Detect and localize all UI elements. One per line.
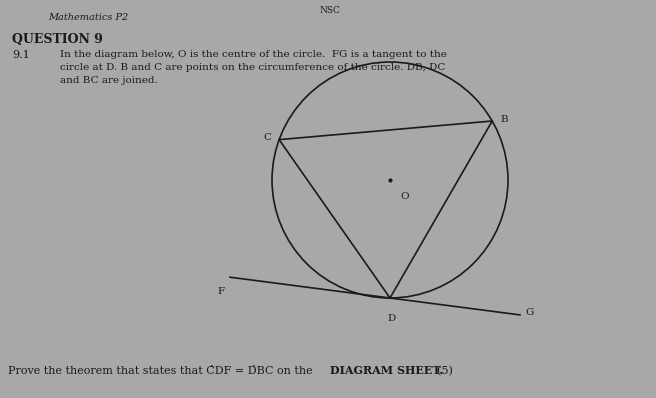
Text: Mathematics P2: Mathematics P2	[48, 13, 129, 22]
Text: O: O	[400, 192, 409, 201]
Text: B: B	[500, 115, 508, 123]
Text: C: C	[263, 133, 271, 142]
Text: Prove the theorem that states that ĈDF = D̂BC on the: Prove the theorem that states that ĈDF …	[8, 366, 316, 376]
Text: NSC: NSC	[319, 6, 340, 15]
Text: D: D	[388, 314, 396, 323]
Text: 9.1: 9.1	[12, 50, 30, 60]
Text: circle at D. B and C are points on the circumference of the circle. DB, DC: circle at D. B and C are points on the c…	[60, 63, 445, 72]
Text: QUESTION 9: QUESTION 9	[12, 33, 103, 46]
Text: F: F	[218, 287, 225, 296]
Text: and BC are joined.: and BC are joined.	[60, 76, 157, 85]
Text: G: G	[525, 308, 533, 317]
Text: DIAGRAM SHEET.: DIAGRAM SHEET.	[330, 365, 443, 376]
Text: (5): (5)	[430, 366, 453, 376]
Text: In the diagram below, O is the centre of the circle.  FG is a tangent to the: In the diagram below, O is the centre of…	[60, 50, 447, 59]
